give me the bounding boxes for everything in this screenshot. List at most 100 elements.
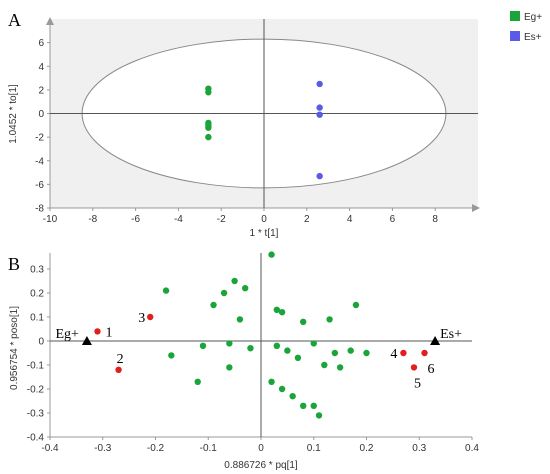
panel-a-xtick-label: 8 <box>432 214 438 225</box>
panel-b-point-green <box>268 378 275 385</box>
panel-b-point-green <box>226 364 233 371</box>
panel-b-point-green <box>326 316 333 323</box>
panel-a-xtick-label: 0 <box>261 214 267 225</box>
panel-b-point-green <box>294 354 302 361</box>
panel-b-ytick-label: 0.1 <box>30 313 44 324</box>
panel-b-point-green <box>247 345 254 352</box>
panel-b-point-green <box>162 287 170 294</box>
panel-b-xtick-label: 0.1 <box>307 443 321 454</box>
panel-b-point-green <box>236 316 244 323</box>
panel-b-point-label: 5 <box>414 376 421 391</box>
panel-a-ytick-label: 0 <box>38 109 44 120</box>
panel-b-point-green <box>220 289 228 297</box>
panel-b-point-red <box>94 328 101 335</box>
panel-b-point-green <box>284 347 291 354</box>
panel-b-ytick-label: 0.2 <box>30 289 44 300</box>
panel-b-point-green <box>199 342 207 349</box>
panel-b-point-green <box>278 385 286 393</box>
panel-b-point-green <box>331 349 339 357</box>
panel-b-point-green <box>278 309 286 316</box>
panel-a-point-esplus <box>316 80 323 88</box>
panel-a-ytick-label: -4 <box>35 156 44 167</box>
panel-b-xtick-label: 0.2 <box>360 443 374 454</box>
panel-b-point-green <box>168 352 175 359</box>
legend-swatch-eg <box>510 11 520 21</box>
panel-a-letter: A <box>8 10 21 30</box>
panel-b-point-green <box>363 349 370 357</box>
panel-b-xtick-label: -0.4 <box>41 443 59 454</box>
panel-b-point-label: 4 <box>390 347 397 362</box>
panel-b-xtick-label: -0.2 <box>147 443 165 454</box>
panel-a-ytick-label: -8 <box>35 204 44 215</box>
panel-a-point-egplus <box>205 124 212 131</box>
panel-a-xtick-label: -6 <box>131 214 140 225</box>
panel-a-ylabel: 1.0452 * to[1] <box>8 84 19 144</box>
legend-label-eg: Eg+ <box>524 12 542 23</box>
panel-b-ytick-label: -0.3 <box>27 409 45 420</box>
panel-b-point-green <box>352 301 360 309</box>
panel-a-point-esplus <box>316 172 323 180</box>
panel-b-points: 1 3 2 4 56 <box>94 251 435 419</box>
panel-b-ytick-label: 0.3 <box>30 265 44 276</box>
panel-b-ytick-label: 0 <box>38 337 44 348</box>
panel-a-ytick-label: -6 <box>35 180 44 191</box>
legend: Eg+ Es+ <box>510 11 542 43</box>
panel-b-point-green <box>273 306 281 313</box>
panel-b-point-green <box>241 285 249 292</box>
panel-b-ytick-label: -0.4 <box>27 433 45 444</box>
panel-b-point-label: 6 <box>428 362 435 377</box>
panel-a-xtick-label: 6 <box>390 214 396 225</box>
panel-b-anchor-label: Eg+ <box>55 327 79 342</box>
panel-b-anchor-marker <box>81 336 92 345</box>
panel-b-xtick-label: 0.3 <box>412 443 426 454</box>
panel-b-point-red <box>147 313 154 321</box>
panel-a-ytick-label: 2 <box>38 85 44 96</box>
panel-b-xtick-label: -0.1 <box>200 443 218 454</box>
panel-b-anchors: Eg+ Es+ <box>55 327 462 345</box>
panel-b-point-label: 3 <box>138 311 145 326</box>
panel-a-xtick-label: -10 <box>43 214 58 225</box>
legend-label-es: Es+ <box>524 32 542 43</box>
panel-a-xtick-label: -2 <box>217 214 226 225</box>
panel-b-point-green <box>268 251 275 258</box>
panel-a-point-esplus <box>316 111 323 118</box>
panel-a-point-egplus <box>205 133 212 141</box>
panel-b-point-green <box>336 364 344 371</box>
panel-b-point-red <box>421 349 428 357</box>
panel-b-anchor-label: Es+ <box>440 327 462 342</box>
panel-a-xtick-label: 4 <box>347 214 353 225</box>
panel-a-xtick-label: -4 <box>174 214 183 225</box>
panel-b-point-green <box>226 340 233 347</box>
panel-b-xtick-label: 0.4 <box>465 443 479 454</box>
panel-b-xlabel: 0.886726 * pq[1] <box>224 460 298 471</box>
panel-a-y-arrow <box>46 17 54 25</box>
panel-b-point-label: 2 <box>117 352 124 367</box>
panel-b-point-green <box>273 342 281 349</box>
panel-b-letter: B <box>8 254 20 274</box>
panel-b-point-green <box>231 277 238 285</box>
panel-a-points <box>205 80 323 180</box>
panel-b-point-green <box>194 378 201 385</box>
panel-b-ytick-label: -0.2 <box>27 385 45 396</box>
panel-b-point-green <box>210 301 217 309</box>
panel-b-point-green <box>347 347 354 354</box>
panel-a-axes <box>46 17 480 212</box>
panel-a-xlabel: 1 * t[1] <box>250 228 279 239</box>
panel-a-point-egplus <box>205 89 212 96</box>
legend-swatch-es <box>510 31 520 41</box>
panel-b-point-green <box>315 412 323 419</box>
panel-a-ytick-label: -2 <box>35 133 44 144</box>
panel-b-point-green <box>321 361 328 369</box>
panel-a-x-arrow <box>472 204 480 212</box>
panel-b-xtick-label: 0 <box>258 443 264 454</box>
panel-a-ytick-label: 4 <box>38 62 44 73</box>
panel-b-point-red <box>410 364 418 371</box>
panel-b-point-red <box>400 349 407 357</box>
panel-a-point-esplus <box>316 104 323 111</box>
panel-b-point-green <box>310 340 317 347</box>
panel-b-point-green <box>310 402 317 409</box>
panel-b-point-green <box>300 318 307 325</box>
panel-b-ytick-label: -0.1 <box>27 361 45 372</box>
